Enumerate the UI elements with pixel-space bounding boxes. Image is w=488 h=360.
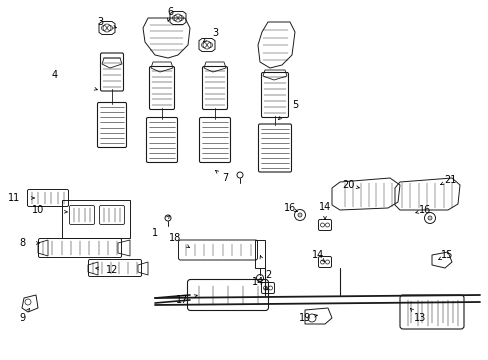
Text: 14: 14 (251, 277, 264, 287)
Text: 12: 12 (105, 265, 118, 275)
Text: 17: 17 (176, 295, 188, 305)
Text: 2: 2 (264, 270, 270, 280)
Text: 14: 14 (318, 202, 330, 212)
Text: 7: 7 (222, 173, 228, 183)
Text: 3: 3 (97, 17, 103, 27)
Text: 21: 21 (443, 175, 455, 185)
Text: 9: 9 (19, 313, 25, 323)
Text: 1: 1 (152, 228, 158, 238)
Text: 10: 10 (32, 205, 44, 215)
Text: 13: 13 (413, 313, 425, 323)
Text: 18: 18 (168, 233, 181, 243)
Circle shape (427, 216, 431, 220)
Text: 3: 3 (211, 28, 218, 38)
Text: 11: 11 (8, 193, 20, 203)
Text: 15: 15 (440, 250, 452, 260)
Text: 20: 20 (341, 180, 353, 190)
Bar (62, 200, 130, 238)
Text: 8: 8 (19, 238, 25, 248)
Bar (254, 240, 264, 268)
Text: 5: 5 (291, 100, 298, 110)
Text: 4: 4 (52, 70, 58, 80)
Text: 16: 16 (284, 203, 296, 213)
Text: 14: 14 (311, 250, 324, 260)
Text: 16: 16 (418, 205, 430, 215)
Text: 19: 19 (298, 313, 310, 323)
Text: 6: 6 (166, 7, 173, 17)
Circle shape (297, 213, 302, 217)
